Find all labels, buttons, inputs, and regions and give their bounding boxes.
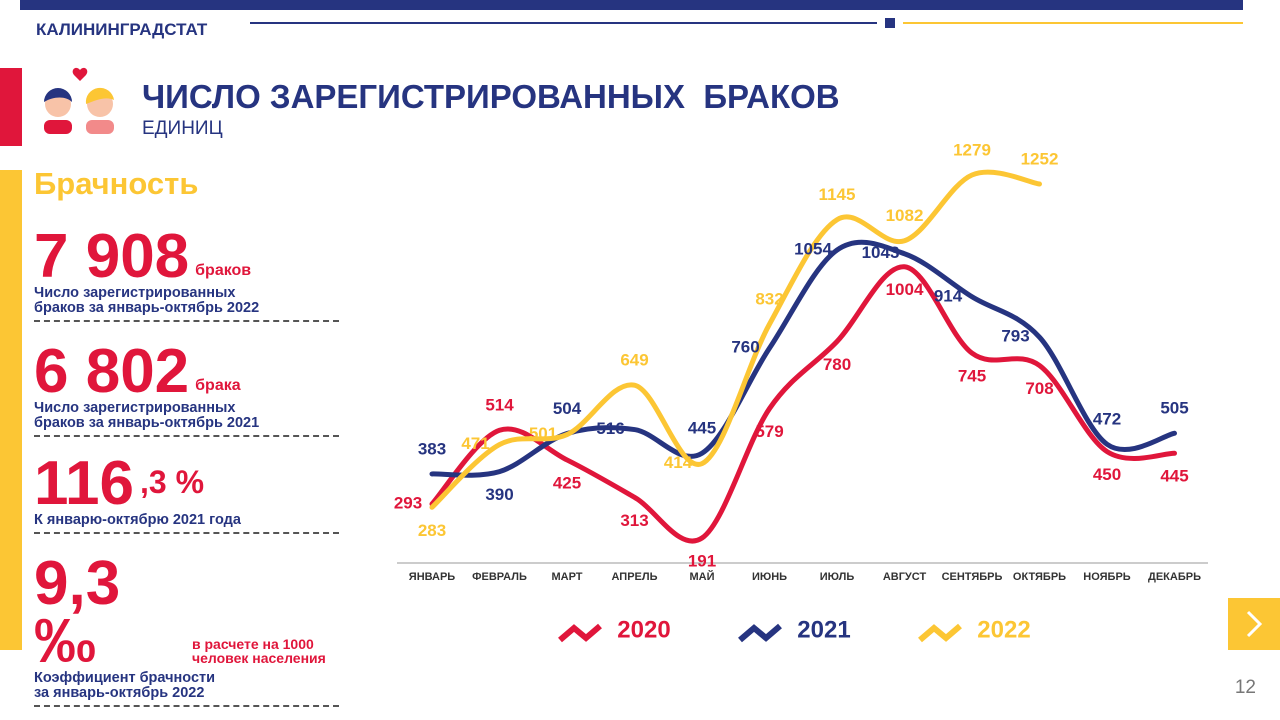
- legend-swatch: [918, 623, 962, 643]
- x-tick-label: ИЮЛЬ: [820, 571, 855, 583]
- data-label: 514: [485, 396, 514, 415]
- line: [429, 239, 1177, 478]
- stat-desc: браков за январь-октябрь 2022: [34, 300, 260, 316]
- stat-desc: за январь-октябрь 2022: [34, 685, 205, 701]
- arrow: [1246, 610, 1263, 638]
- data-label: 414: [664, 453, 693, 472]
- x-tick-label: СЕНТЯБРЬ: [942, 571, 1003, 583]
- subtitle: ЕДИНИЦ: [142, 118, 223, 139]
- legend-label: 2020: [617, 616, 670, 643]
- data-label: 1004: [886, 280, 924, 299]
- stat: 7 908 браков Число зарегистрированных брако…: [34, 222, 339, 322]
- accent: [0, 68, 22, 146]
- x-tick-label: ИЮНЬ: [752, 571, 787, 583]
- stat-row: 7 908 браков: [34, 222, 339, 291]
- rule: [250, 22, 877, 24]
- data-label: 745: [958, 367, 986, 386]
- line: [429, 264, 1177, 544]
- stat-value: 7 908: [34, 222, 190, 291]
- stat-unit: в расчете на 1000 человек населения: [191, 636, 326, 666]
- x-tick-label: АПРЕЛЬ: [611, 571, 657, 583]
- data-label: 383: [418, 439, 446, 458]
- data-label: 708: [1025, 379, 1053, 398]
- data-label: 505: [1160, 399, 1188, 418]
- data-label: 1054: [794, 240, 832, 259]
- data-label: 832: [755, 290, 783, 309]
- data-label: 191: [688, 551, 716, 570]
- data-label: 649: [620, 351, 648, 370]
- data-label: 579: [755, 422, 783, 441]
- line: [429, 169, 1042, 510]
- legend-swatch: [738, 623, 782, 643]
- stat-value: 6 802: [34, 337, 190, 406]
- stat-desc: браков за январь-октябрь 2021: [34, 415, 260, 431]
- data-label: 914: [934, 286, 963, 305]
- x-tick-label: ФЕВРАЛЬ: [472, 571, 527, 583]
- stat-desc: К январю-октябрю 2021 года: [34, 512, 241, 528]
- data-label: 504: [553, 399, 582, 418]
- stat: 116,3 % К январю-октябрю 2021 года: [34, 449, 339, 534]
- x-tick-label: ДЕКАБРЬ: [1148, 571, 1201, 583]
- data-label: 793: [1001, 327, 1029, 346]
- legend-label: 2022: [977, 616, 1030, 643]
- rule-dot: [885, 18, 895, 28]
- panel-heading: Брачность: [34, 166, 199, 201]
- x-tick-label: НОЯБРЬ: [1083, 571, 1131, 583]
- stat-row: 116,3 %: [34, 449, 339, 518]
- data-label: 780: [823, 355, 851, 374]
- data-label: 1043: [862, 243, 900, 262]
- data-label: 390: [485, 485, 513, 504]
- next-button[interactable]: [1228, 598, 1280, 650]
- top-bar: [20, 0, 1243, 10]
- data-label: 283: [418, 521, 446, 540]
- data-label: 445: [688, 419, 716, 438]
- x-tick-label: МАЙ: [689, 570, 714, 583]
- data-label: 445: [1160, 467, 1188, 486]
- rule: [903, 22, 1243, 24]
- x-tick-label: АВГУСТ: [883, 571, 927, 583]
- x-tick-label: МАРТ: [551, 571, 582, 583]
- x-tick-label: ОКТЯБРЬ: [1013, 571, 1066, 583]
- org: КАЛИНИНГРАДСТАТ: [36, 20, 208, 39]
- data-label: 425: [553, 473, 581, 492]
- data-label: 293: [394, 493, 422, 512]
- data-label: 1252: [1021, 149, 1059, 168]
- data-label: 1082: [886, 206, 924, 225]
- stat-desc: Число зарегистрированных: [34, 285, 236, 301]
- x-tick-label: ЯНВАРЬ: [409, 571, 456, 583]
- stat-unit: брака: [195, 377, 241, 394]
- stat-value: 116: [34, 449, 135, 518]
- data-label: 471: [461, 434, 489, 453]
- data-label: 1279: [953, 140, 991, 159]
- data-label: 313: [620, 511, 648, 530]
- data-label: 450: [1093, 465, 1121, 484]
- stat-row: 9,3 ‰ в расчете на 1000 человек населения: [34, 549, 339, 676]
- accent: [0, 170, 22, 650]
- legend-swatch: [558, 623, 602, 643]
- stat-row: 6 802 брака: [34, 337, 339, 406]
- stat-unit: ,3 %: [140, 464, 205, 500]
- data-label: 516: [596, 419, 624, 438]
- page-number: 12: [1234, 677, 1256, 698]
- legend-label: 2021: [797, 616, 850, 643]
- stat-value: 9,3 ‰: [34, 549, 121, 676]
- data-label: 501: [529, 424, 557, 443]
- icon: [44, 67, 114, 134]
- data-label: 1145: [819, 185, 856, 204]
- stat: 6 802 брака Число зарегистрированных браков…: [34, 337, 339, 437]
- stat-unit: браков: [195, 262, 252, 279]
- data-label: 472: [1093, 410, 1121, 429]
- title: ЧИСЛО ЗАРЕГИСТРИРОВАННЫХ БРАКОВ: [142, 78, 840, 115]
- stat: 9,3 ‰ в расчете на 1000 человек населения…: [34, 549, 339, 707]
- stat-desc: Число зарегистрированных: [34, 400, 236, 416]
- stat-desc: Коэффициент брачности: [34, 670, 216, 686]
- data-label: 760: [731, 338, 759, 357]
